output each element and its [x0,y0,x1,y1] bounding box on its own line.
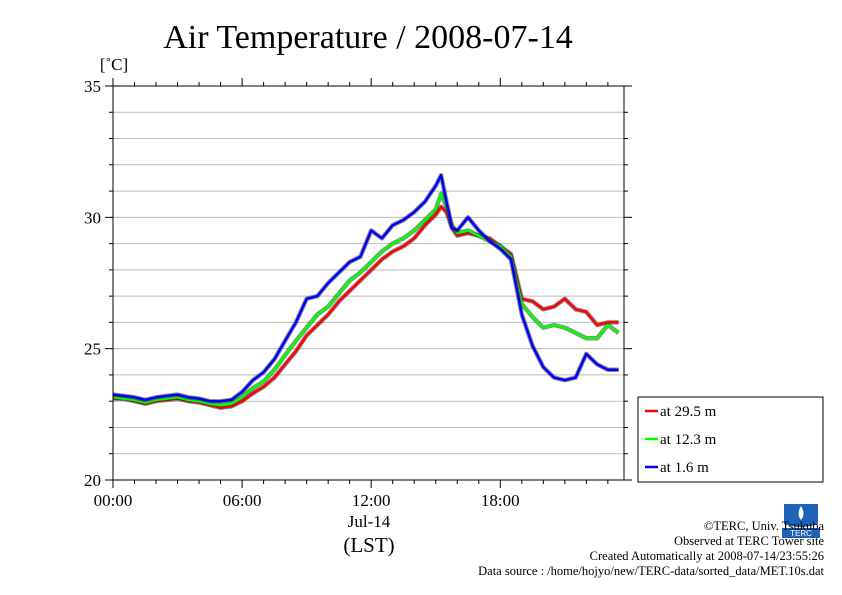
series-line [112,174,619,403]
plot-frame [112,85,625,481]
legend-item: at 29.5 m [645,404,717,420]
y-tick-label: 30 [84,208,101,227]
date-label: Jul-14 [348,512,391,531]
data-source-text: Data source : /home/hojyo/new/TERC-data/… [478,564,824,578]
x-tick-label: 00:00 [94,491,133,510]
logo-text: TERC [790,529,812,538]
site-text: Observed at TERC Tower site [673,534,824,548]
x-tick-label: 12:00 [352,491,391,510]
y-tick-label: 25 [84,340,101,359]
legend-box [637,396,824,483]
legend-item: at 12.3 m [645,432,717,448]
legend: at 29.5 m at 12.3 m at 1.6 m [637,396,824,483]
series-line [112,192,620,407]
y-axis-unit-label: [˚C] [100,55,128,74]
chart-title: Air Temperature / 2008-07-14 [163,19,573,56]
created-text: Created Automatically at 2008-07-14/23:5… [589,549,824,563]
y-axis: 20 25 30 35 [84,77,632,490]
footer-credits: ©TERC, Univ. Tsukuba Observed at TERC To… [478,519,824,579]
y-tick-label: 20 [84,471,101,490]
series-3 [112,173,619,404]
legend-item: at 1.6 m [645,460,709,476]
series-layer [112,173,620,411]
y-tick-label: 35 [84,77,101,96]
legend-label: at 29.5 m [660,404,717,420]
copyright-text: ©TERC, Univ. Tsukuba [703,519,824,533]
x-axis: 00:00 06:00 12:00 18:00 [94,78,609,510]
terc-logo-icon: TERC [780,500,822,540]
series-2 [112,191,620,408]
grid-lines [113,111,624,455]
x-tick-label: 18:00 [481,491,520,510]
series-line-outline [113,204,619,411]
legend-label: at 12.3 m [660,432,717,448]
x-axis-label: (LST) [343,533,394,557]
legend-items: at 29.5 m at 12.3 m at 1.6 m [645,404,717,476]
legend-label: at 1.6 m [660,460,709,476]
series-1 [113,204,619,411]
x-tick-label: 06:00 [223,491,262,510]
series-line-outline [112,191,620,408]
